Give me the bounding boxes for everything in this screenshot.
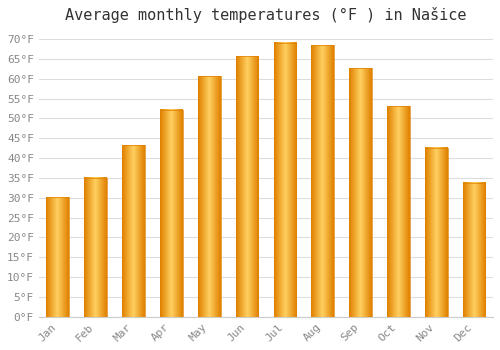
Title: Average monthly temperatures (°F ) in Našice: Average monthly temperatures (°F ) in Na… <box>65 7 466 23</box>
